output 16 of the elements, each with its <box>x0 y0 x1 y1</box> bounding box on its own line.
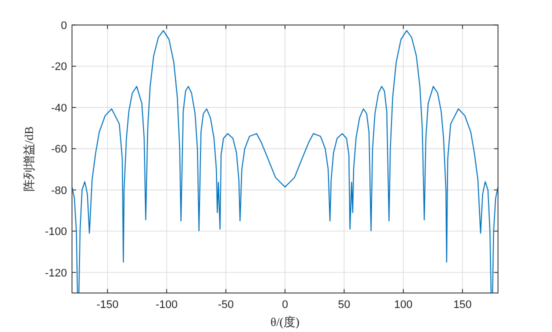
y-tick-label: 0 <box>60 20 67 32</box>
y-tick-label: -60 <box>51 144 67 156</box>
x-tick-label: -100 <box>156 299 178 311</box>
x-axis-title: θ/(度) <box>270 315 300 329</box>
y-tick-label: -40 <box>51 102 67 114</box>
y-tick-label: -100 <box>44 226 67 238</box>
y-tick-label: -120 <box>44 267 67 280</box>
y-tick-label: -80 <box>51 184 67 197</box>
x-tick-label: -50 <box>218 299 234 311</box>
x-tick-label: 50 <box>338 299 350 311</box>
x-tick-label: -150 <box>96 299 119 311</box>
x-tick-label: 100 <box>394 299 413 311</box>
y-tick-label: -20 <box>51 61 67 74</box>
x-tick-label: 0 <box>282 299 288 311</box>
y-axis-title: 阵列增益/dB <box>22 126 36 192</box>
x-tick-label: 150 <box>453 299 472 311</box>
